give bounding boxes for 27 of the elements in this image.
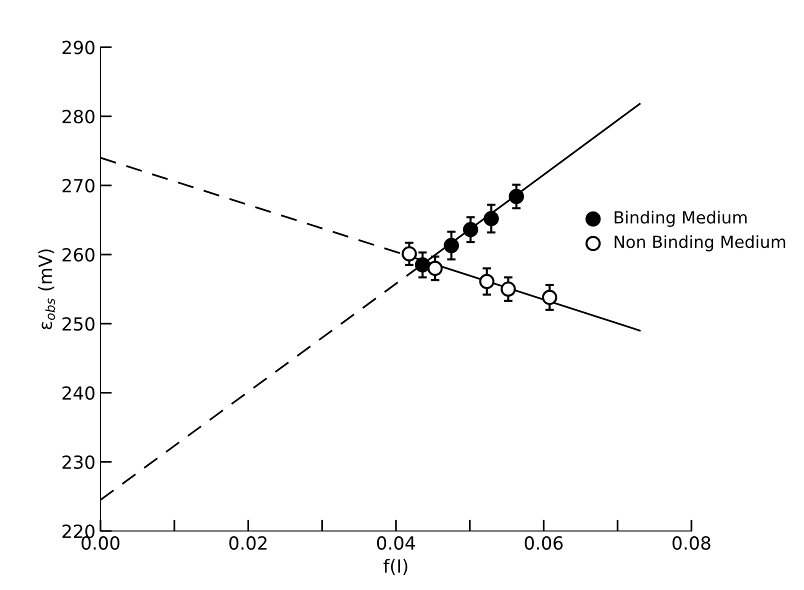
legend-label: Binding Medium bbox=[614, 210, 747, 227]
y-axis-title: ε$_{obs}$ (mV) bbox=[38, 249, 55, 330]
x-tick-label: 0.08 bbox=[672, 536, 710, 550]
y-tick-label: 230 bbox=[62, 455, 94, 469]
point bbox=[508, 188, 524, 204]
y-tick-label: 220 bbox=[62, 524, 94, 538]
point bbox=[542, 290, 558, 306]
point bbox=[444, 238, 460, 254]
x-tick-label: 0.04 bbox=[377, 536, 416, 550]
point bbox=[427, 260, 443, 276]
point bbox=[414, 257, 430, 273]
point bbox=[402, 246, 417, 262]
legend-label: Non Binding Medium bbox=[614, 235, 786, 252]
y-tick-label: 260 bbox=[62, 248, 94, 262]
y-tick-label: 270 bbox=[62, 178, 94, 193]
point bbox=[484, 210, 499, 226]
x-tick-label: 0.02 bbox=[229, 536, 267, 550]
x-tick-label: 0.00 bbox=[82, 536, 120, 550]
point bbox=[479, 274, 494, 290]
x-axis-title: f(I) bbox=[384, 558, 408, 575]
point bbox=[462, 222, 478, 238]
y-tick-label: 250 bbox=[62, 317, 94, 331]
y-tick-label: 290 bbox=[62, 40, 94, 54]
y-tick-label: 280 bbox=[62, 110, 94, 124]
y-tick-label: 240 bbox=[62, 386, 94, 400]
x-tick-label: 0.06 bbox=[524, 536, 563, 550]
point bbox=[500, 281, 516, 297]
